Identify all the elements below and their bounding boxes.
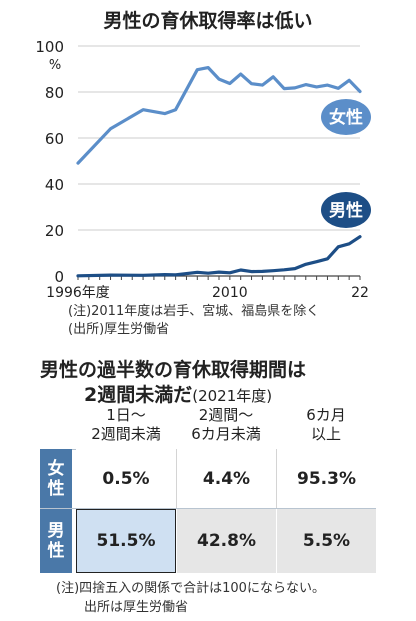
table-title-year: (2021年度) bbox=[192, 387, 273, 405]
table-title-line2: 2週間未満だ(2021年度) bbox=[84, 380, 272, 407]
column-header-1-line2: 2週間未満 bbox=[91, 425, 161, 443]
table-note-1: (注)四捨五入の関係で合計は100にならない。 bbox=[56, 581, 325, 596]
cell-male-long: 5.5% bbox=[277, 509, 376, 573]
row-header-female-char2: 性 bbox=[47, 478, 65, 499]
cell-female-mid: 4.4% bbox=[177, 449, 276, 508]
table-col-divider-2 bbox=[276, 449, 277, 508]
row-header-male: 男性 bbox=[40, 509, 72, 573]
row-header-male-char2: 性 bbox=[47, 541, 65, 561]
column-header-3: 6カ月 以上 bbox=[276, 406, 376, 444]
row-header-female: 女性 bbox=[40, 449, 72, 508]
y-tick-label-100: 100 bbox=[35, 38, 64, 56]
chart-note-2: (出所)厚生労働省 bbox=[68, 322, 170, 337]
y-tick-label-60: 60 bbox=[45, 130, 64, 148]
x-tick-label-0: 1996年度 bbox=[46, 285, 110, 300]
x-tick-label-2: 22 bbox=[351, 285, 369, 300]
column-header-2-line1: 2週間～ bbox=[198, 406, 254, 424]
cell-male-short-highlight: 51.5% bbox=[76, 509, 176, 573]
column-header-1-line1: 1日～ bbox=[106, 406, 146, 424]
chart-note-1: (注)2011年度は岩手、宮城、福島県を除く bbox=[68, 304, 320, 319]
row-header-male-char1: 男 bbox=[47, 521, 65, 541]
y-tick-label-0: 0 bbox=[54, 268, 64, 286]
cell-female-short: 0.5% bbox=[76, 449, 176, 508]
table-title-main: 2週間未満だ bbox=[84, 384, 193, 406]
cell-female-long: 95.3% bbox=[277, 449, 376, 508]
y-tick-label-80: 80 bbox=[45, 84, 64, 102]
row-header-female-char1: 女 bbox=[47, 458, 65, 479]
cell-male-mid: 42.8% bbox=[177, 509, 276, 573]
x-tick-label-1: 2010 bbox=[212, 285, 248, 300]
table-note-2: 出所は厚生労働省 bbox=[84, 600, 189, 615]
series-line-male bbox=[76, 235, 362, 278]
table-title-line1: 男性の過半数の育休取得期間は bbox=[40, 359, 307, 381]
legend-badge-female bbox=[321, 99, 371, 135]
column-header-2-line2: 6カ月未満 bbox=[191, 425, 261, 443]
y-tick-label-20: 20 bbox=[45, 222, 64, 240]
column-header-3-line1: 6カ月 bbox=[306, 406, 346, 424]
y-tick-label-40: 40 bbox=[45, 176, 64, 194]
legend-badge-male bbox=[321, 192, 371, 228]
series-line-female bbox=[76, 65, 362, 165]
column-header-2: 2週間～ 6カ月未満 bbox=[176, 406, 276, 444]
table-col-divider-1 bbox=[176, 449, 177, 508]
legend-label-female: 女性 bbox=[329, 107, 363, 128]
table-row-divider bbox=[40, 508, 376, 509]
y-unit-label: % bbox=[49, 58, 61, 73]
column-header-1: 1日～ 2週間未満 bbox=[76, 406, 176, 444]
column-header-3-line2: 以上 bbox=[310, 425, 341, 443]
legend-label-male: 男性 bbox=[329, 200, 363, 221]
chart-title: 男性の育休取得率は低い bbox=[103, 10, 313, 32]
